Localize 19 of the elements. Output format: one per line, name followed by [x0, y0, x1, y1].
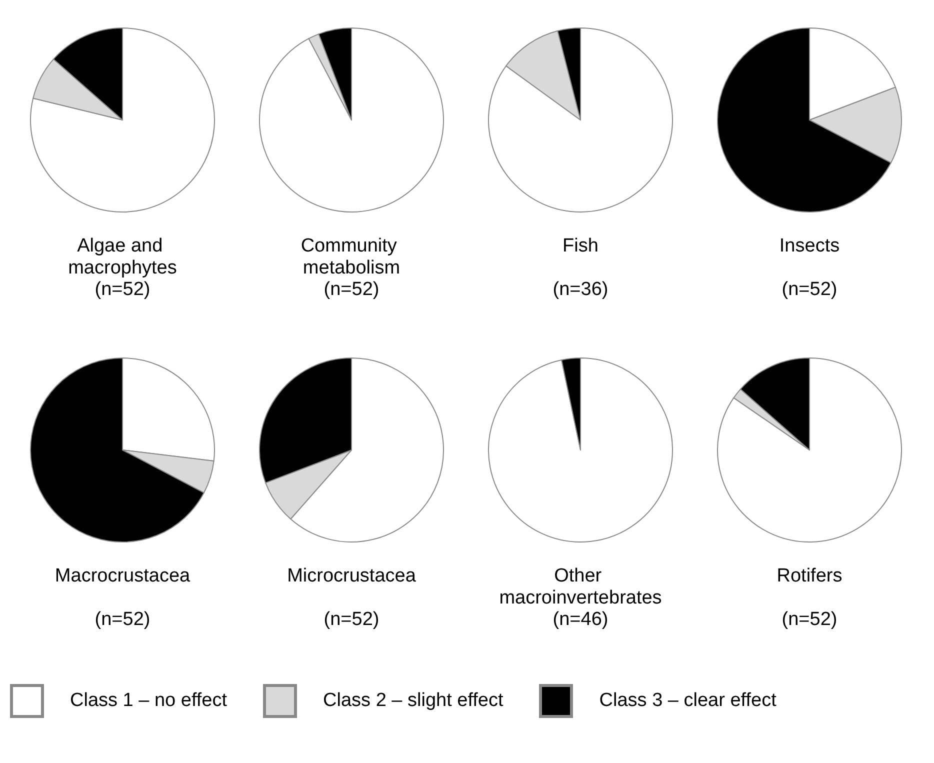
text: Algae and macrophytes [68, 236, 177, 278]
text: (n=46) [552, 609, 608, 630]
legend-label: Class 2 – slight effect [323, 690, 504, 712]
text: Rotifers [776, 566, 842, 586]
text: (n=52) [324, 279, 380, 300]
text: (n=52) [324, 609, 380, 630]
text: Insects [779, 236, 840, 256]
legend-label: Class 3 – clear effect [599, 690, 776, 712]
text: (n=52) [782, 609, 838, 630]
text: (n=52) [782, 279, 838, 300]
legend-label: Class 1 – no effect [70, 690, 228, 712]
text: Other macroinvertebrates [499, 566, 662, 608]
text: (n=52) [94, 609, 150, 630]
text: (n=52) [94, 279, 150, 300]
text: Fish [562, 236, 598, 256]
text: Microcrustacea [287, 566, 416, 586]
text: Macrocrustacea [54, 566, 191, 586]
text: (n=36) [552, 279, 608, 300]
text: Community metabolism [300, 236, 402, 278]
